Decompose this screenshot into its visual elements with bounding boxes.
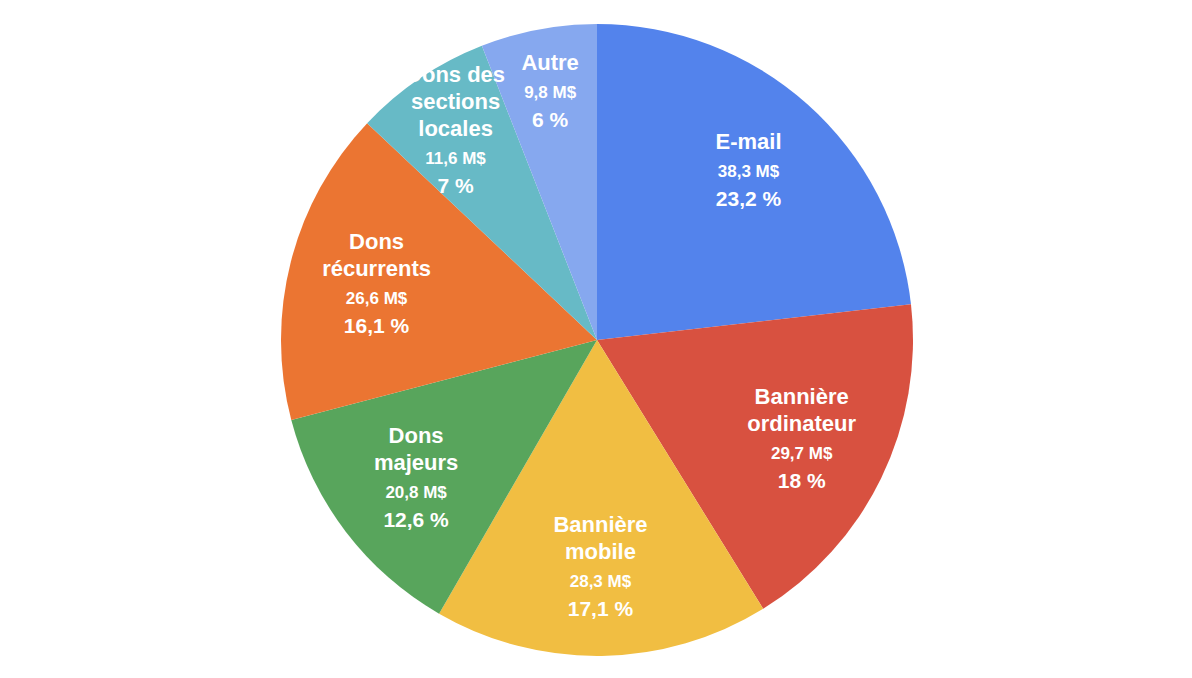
slice-name-line: sections [411,89,500,114]
slice-name: Donsmajeurs [374,423,458,475]
percentage-label: 16,1 % [344,314,410,337]
slice-name-line: ordinateur [747,411,856,436]
slice-name-line: Autre [521,50,578,75]
value-label: 28,3 M$ [570,572,632,591]
slice-name-line: Dons des [406,62,505,87]
pie-chart: E-mail38,3 M$23,2 %Bannièreordinateur29,… [0,0,1192,678]
slice-name: Bannièremobile [553,512,647,564]
value-label: 26,6 M$ [346,289,408,308]
percentage-label: 6 % [532,108,569,131]
percentage-label: 23,2 % [716,187,782,210]
slice-name-line: Bannière [553,512,647,537]
slice-name: Dons dessectionslocales [406,62,505,141]
value-label: 20,8 M$ [385,483,447,502]
slice-name: Bannièreordinateur [747,384,856,436]
slice-name-line: Bannière [755,384,849,409]
slices [281,24,913,656]
percentage-label: 17,1 % [568,597,634,620]
slice-name-line: récurrents [322,256,431,281]
slice-name-line: locales [418,116,493,141]
chart-container: E-mail38,3 M$23,2 %Bannièreordinateur29,… [0,0,1192,678]
labels: E-mail38,3 M$23,2 %Bannièreordinateur29,… [322,50,856,620]
percentage-label: 7 % [437,174,474,197]
slice-name-line: E-mail [716,129,782,154]
slice-name-line: majeurs [374,450,458,475]
slice-name: Donsrécurrents [322,229,431,281]
pie-slice [597,24,911,340]
slice-name-line: Dons [389,423,444,448]
slice-name-line: Dons [349,229,404,254]
value-label: 9,8 M$ [524,83,577,102]
value-label: 29,7 M$ [771,444,833,463]
slice-name: Autre [521,50,578,75]
value-label: 38,3 M$ [718,162,780,181]
value-label: 11,6 M$ [425,149,486,168]
percentage-label: 12,6 % [383,508,449,531]
slice-name-line: mobile [565,539,636,564]
percentage-label: 18 % [778,469,826,492]
slice-name: E-mail [716,129,782,154]
